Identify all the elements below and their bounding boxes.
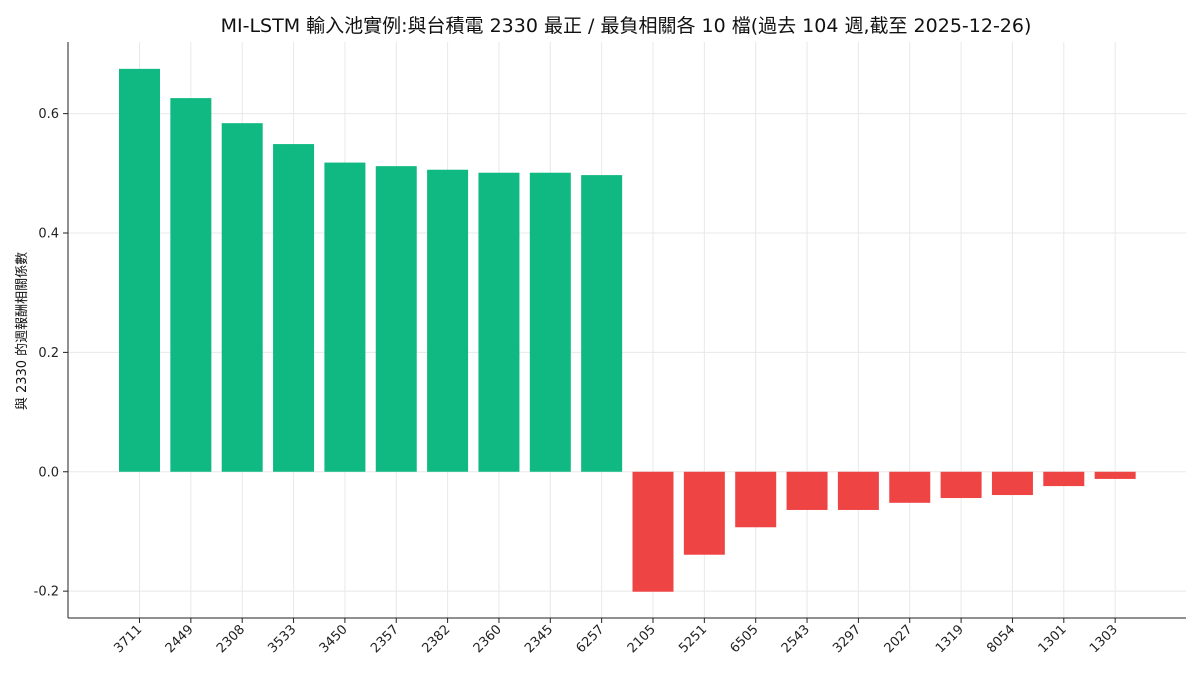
x-tick-label: 2105 [625, 622, 659, 656]
bar-2543 [786, 471, 828, 510]
bar-2357 [375, 166, 417, 472]
x-tick-label: 2308 [214, 622, 248, 656]
y-tick-label: 0.0 [38, 465, 59, 480]
x-ticks: 3711 2449 2308 3533 3450 2357 2382 2360 2345 6257… [111, 618, 1121, 656]
bar-1301 [1043, 471, 1085, 487]
x-tick-label: 5251 [676, 622, 710, 656]
y-ticks: -0.2 0.0 0.2 0.4 0.6 [34, 107, 68, 600]
bar-2105 [632, 471, 674, 592]
bar-3533 [273, 144, 315, 472]
x-tick-label: 2449 [163, 622, 197, 656]
x-tick-label: 1301 [1036, 622, 1070, 656]
x-tick-label: 1319 [933, 622, 967, 656]
bar-2345 [529, 172, 571, 472]
x-tick-label: 2345 [522, 622, 556, 656]
x-tick-label: 3533 [265, 622, 299, 656]
x-tick-label: 6505 [728, 622, 762, 656]
bar-3450 [324, 162, 366, 472]
bar-6257 [581, 175, 623, 472]
bar-1303 [1094, 471, 1136, 479]
bar-2449 [170, 98, 212, 472]
x-tick-label: 3711 [111, 622, 145, 656]
x-tick-label: 2543 [779, 622, 813, 656]
x-tick-label: 2027 [882, 622, 916, 656]
bar-3297 [837, 471, 879, 510]
x-tick-label: 2360 [471, 622, 505, 656]
chart-title: MI-LSTM 輸入池實例:與台積電 2330 最正 / 最負相關各 10 檔(… [221, 15, 1032, 37]
bar-2027 [889, 471, 931, 503]
bars [119, 68, 1136, 592]
bar-8054 [991, 471, 1033, 496]
bar-1319 [940, 471, 982, 499]
x-tick-label: 8054 [984, 622, 1018, 656]
x-tick-label: 3297 [830, 622, 864, 656]
y-tick-label: 0.2 [38, 346, 59, 361]
bar-2308 [221, 123, 263, 472]
bar-6505 [735, 471, 777, 528]
x-tick-label: 6257 [573, 622, 607, 656]
x-tick-label: 1303 [1087, 622, 1121, 656]
bar-5251 [683, 471, 725, 555]
x-tick-label: 2382 [419, 622, 453, 656]
bar-2360 [478, 172, 520, 472]
axes [67, 42, 1186, 619]
x-tick-label: 3450 [317, 622, 351, 656]
y-tick-label: 0.4 [38, 227, 59, 242]
y-tick-label: 0.6 [38, 107, 59, 122]
bar-2382 [427, 169, 469, 472]
x-tick-label: 2357 [368, 622, 402, 656]
y-axis-label: 與 2330 的週報酬相關係數 [14, 252, 30, 410]
y-tick-label: -0.2 [34, 585, 59, 600]
bar-3711 [119, 68, 160, 472]
